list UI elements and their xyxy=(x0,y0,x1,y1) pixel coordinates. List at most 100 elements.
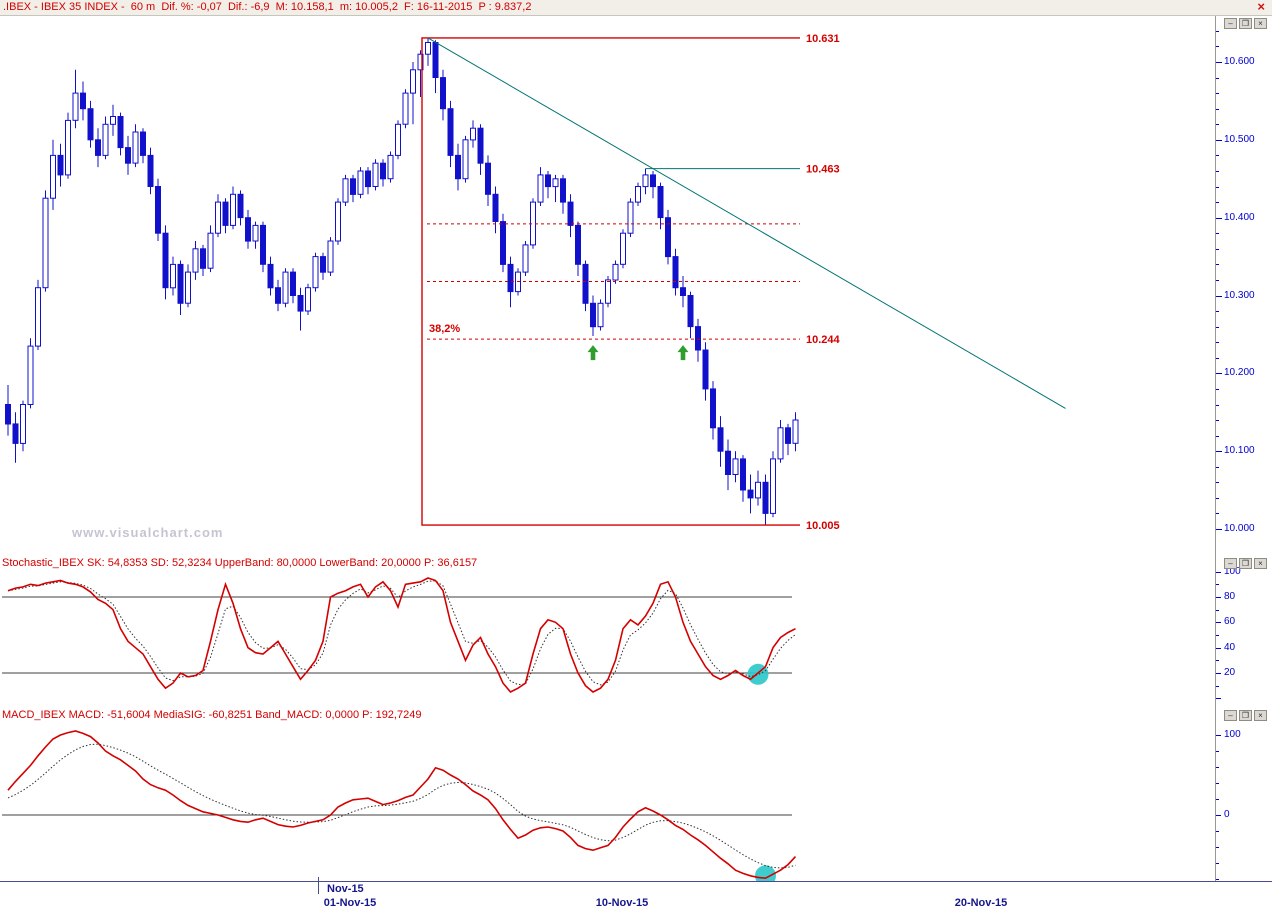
candle xyxy=(95,139,101,156)
candle xyxy=(147,154,154,187)
close-icon[interactable]: × xyxy=(1257,0,1265,14)
candle xyxy=(155,186,161,234)
candle xyxy=(627,201,634,234)
candle xyxy=(387,154,394,180)
price-axis-label: 10.200 xyxy=(1224,367,1255,379)
candle xyxy=(27,345,34,406)
candle xyxy=(762,481,769,514)
candle xyxy=(612,263,619,281)
axis-tick xyxy=(1216,815,1221,816)
candle xyxy=(560,178,566,203)
stochastic-axis-label: 80 xyxy=(1224,591,1236,602)
candle xyxy=(455,154,461,180)
stochastic-sd-line xyxy=(7,580,796,686)
axis-tick xyxy=(1216,698,1221,700)
candle xyxy=(792,419,799,444)
main-price-chart[interactable]: 10.631 10.463 10.244 10.005 38,2% xyxy=(0,16,1215,556)
restore-button[interactable]: ❐ xyxy=(1239,710,1252,721)
candle xyxy=(522,244,529,273)
panel-controls: – ❐ × xyxy=(1224,710,1267,721)
candle xyxy=(657,186,664,219)
axis-tick xyxy=(1216,233,1219,235)
stochastic-chart[interactable] xyxy=(0,570,1215,708)
candle xyxy=(395,123,401,156)
axis-tick xyxy=(1216,295,1222,297)
candle xyxy=(110,116,116,125)
date-label: 01-Nov-15 xyxy=(323,897,377,909)
measure-box xyxy=(421,37,800,526)
axis-tick xyxy=(1216,202,1219,204)
candle xyxy=(252,224,259,242)
candle xyxy=(665,217,671,258)
candle xyxy=(672,256,679,289)
candle xyxy=(680,287,686,297)
axis-tick xyxy=(1216,673,1221,674)
restore-button[interactable]: ❐ xyxy=(1239,18,1252,29)
candle xyxy=(537,174,544,203)
price-level-label: 10.244 xyxy=(806,334,841,346)
candle xyxy=(732,458,739,475)
time-axis[interactable]: Nov-15 01-Nov-15 10-Nov-15 20-Nov-15 xyxy=(0,877,1272,917)
stochastic-axis[interactable]: 100 80 60 40 20 – ❐ × xyxy=(1215,556,1272,708)
chart-titlebar: .IBEX - IBEX 35 INDEX - 60 m Dif. %: -0,… xyxy=(0,0,1272,16)
close-button[interactable]: × xyxy=(1254,710,1267,721)
candle xyxy=(260,224,266,265)
axis-tick xyxy=(1216,62,1222,63)
axis-tick xyxy=(1216,685,1219,687)
candle xyxy=(125,147,131,164)
candle xyxy=(417,53,424,71)
price-axis[interactable]: 10.600 10.500 10.400 10.300 10.200 10.100 10.0… xyxy=(1215,16,1272,556)
close-button[interactable]: × xyxy=(1254,558,1267,569)
candle xyxy=(425,42,431,55)
candle xyxy=(447,108,454,156)
axis-tick xyxy=(1216,435,1219,437)
candle xyxy=(740,458,746,491)
candle xyxy=(350,178,356,195)
candle xyxy=(702,349,709,390)
axis-tick xyxy=(1216,342,1219,344)
candle xyxy=(50,154,56,199)
macd-line xyxy=(7,730,797,880)
axis-tick xyxy=(1216,735,1221,736)
candle xyxy=(72,92,79,121)
axis-tick xyxy=(1216,597,1221,598)
candle xyxy=(432,42,439,78)
axis-tick xyxy=(1216,751,1219,752)
candlesticks xyxy=(5,37,799,526)
minimize-button[interactable]: – xyxy=(1224,558,1237,569)
chart-title: .IBEX - IBEX 35 INDEX - 60 m Dif. %: -0,… xyxy=(3,1,532,13)
candle xyxy=(230,193,236,226)
macd-axis[interactable]: 100 0 – ❐ × xyxy=(1215,708,1272,881)
axis-tick xyxy=(1216,108,1219,110)
candle xyxy=(770,458,776,514)
candle xyxy=(357,170,364,195)
price-level-label: 10.463 xyxy=(806,164,840,176)
candle xyxy=(582,263,589,304)
macd-chart[interactable] xyxy=(0,722,1215,887)
minimize-button[interactable]: – xyxy=(1224,710,1237,721)
axis-tick xyxy=(1216,326,1219,328)
trendline xyxy=(427,37,1066,409)
candle xyxy=(140,131,146,156)
axis-tick xyxy=(1216,311,1219,313)
minimize-button[interactable]: – xyxy=(1224,18,1237,29)
candle xyxy=(312,256,319,289)
candle xyxy=(717,427,724,452)
candle xyxy=(567,201,574,226)
restore-button[interactable]: ❐ xyxy=(1239,558,1252,569)
close-button[interactable]: × xyxy=(1254,18,1267,29)
axis-tick xyxy=(1216,388,1219,390)
candle xyxy=(635,186,641,203)
month-tick xyxy=(318,877,319,894)
candle xyxy=(215,201,221,234)
candle xyxy=(410,69,416,94)
axis-tick xyxy=(1216,767,1219,768)
candle xyxy=(20,404,26,444)
stochastic-axis-label: 100 xyxy=(1224,565,1241,577)
month-label: Nov-15 xyxy=(327,883,364,895)
candle xyxy=(372,162,379,187)
watermark: www.visualchart.com xyxy=(72,525,224,540)
candle xyxy=(620,232,626,265)
candle xyxy=(695,326,701,351)
